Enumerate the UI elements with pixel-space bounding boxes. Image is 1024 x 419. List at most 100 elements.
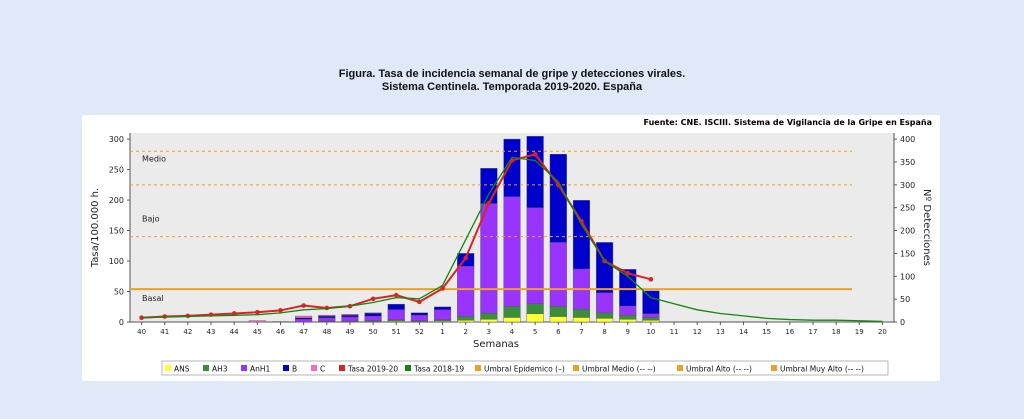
y-tick-label-left: 50: [114, 288, 124, 297]
bar-ans: [619, 319, 637, 323]
x-tick-label: 42: [183, 328, 192, 336]
legend-label: AH3: [212, 365, 228, 374]
x-axis-label: Semanas: [473, 339, 519, 350]
bar-anh1: [434, 309, 452, 320]
y-tick-label-left: 300: [109, 135, 124, 144]
y-tick-label-right: 50: [900, 295, 910, 304]
y-tick-label-right: 100: [900, 272, 915, 281]
bar-b: [341, 314, 359, 318]
bar-ah3: [480, 313, 498, 320]
x-tick-label: 16: [785, 328, 794, 336]
bar-b: [295, 317, 313, 320]
y-tick-label-right: 350: [900, 158, 915, 167]
x-tick-label: 47: [299, 328, 308, 336]
bar-anh1: [596, 292, 614, 314]
legend-label: Tasa 2018-19: [413, 365, 464, 374]
x-tick-label: 45: [253, 328, 262, 336]
legend-swatch: [771, 365, 777, 371]
y-tick-label-right: 300: [900, 181, 915, 190]
bar-b: [410, 312, 428, 316]
bar-anh1: [410, 314, 428, 321]
bar-anh1: [642, 313, 660, 318]
x-tick-label: 49: [345, 328, 354, 336]
legend-label: ANS: [174, 365, 190, 374]
y-tick-label-right: 200: [900, 227, 915, 236]
x-tick-label: 17: [809, 328, 818, 336]
x-tick-label: 44: [230, 328, 239, 336]
line-point-tasa-2019-20: [463, 255, 468, 261]
bar-anh1: [364, 315, 382, 321]
chart-svg: Fuente: CNE. ISCIII. Sistema de Vigilanc…: [90, 118, 932, 376]
legend-swatch: [475, 365, 481, 371]
x-tick-label: 2: [463, 328, 467, 336]
legend-swatch: [405, 365, 411, 371]
bar-b: [642, 290, 660, 314]
x-tick-label: 9: [626, 328, 630, 336]
x-tick-label: 43: [207, 328, 216, 336]
bar-b: [387, 303, 405, 310]
chart-panel: Fuente: CNE. ISCIII. Sistema de Vigilanc…: [82, 115, 940, 381]
legend-label: AnH1: [250, 365, 271, 374]
source-note: Fuente: CNE. ISCIII. Sistema de Vigilanc…: [644, 118, 932, 127]
y-axis-label-left: Tasa/100.000 h.: [90, 188, 101, 268]
line-point-tasa-2019-20: [648, 277, 654, 282]
x-tick-label: 6: [556, 328, 561, 336]
y-tick-label-left: 250: [109, 166, 124, 175]
x-tick-label: 7: [579, 328, 583, 336]
legend-swatch: [573, 365, 579, 371]
x-tick-label: 41: [160, 328, 169, 336]
legend-swatch: [311, 365, 317, 371]
bar-ans: [480, 319, 498, 323]
legend-label: Umbral Muy Alto (-- --): [780, 365, 864, 374]
bar-ah3: [387, 319, 405, 322]
x-tick-label: 40: [137, 328, 146, 336]
legend-label: Umbral Medio (-- --): [582, 365, 656, 374]
bar-ans: [526, 313, 544, 323]
bar-c: [318, 314, 336, 317]
x-tick-label: 4: [510, 328, 515, 336]
line-point-tasa-2019-20: [393, 292, 399, 298]
bar-ah3: [619, 314, 637, 320]
x-tick-label: 11: [670, 328, 679, 336]
legend-label: C: [320, 365, 325, 374]
threshold-region-label: Basal: [142, 294, 164, 303]
legend-box: [161, 360, 889, 376]
line-point-tasa-2019-20: [278, 308, 283, 313]
x-tick-label: 19: [855, 328, 864, 336]
legend: ANS AH3 AnH1 B C Tasa 2019-20 Tasa 2018-19 Umbr…: [161, 360, 889, 376]
bar-ah3: [457, 316, 475, 321]
bar-b: [619, 269, 637, 307]
bar-ah3: [503, 306, 521, 318]
x-tick-label: 12: [693, 328, 702, 336]
x-tick-label: 52: [415, 328, 424, 336]
y-tick-label-right: 400: [900, 135, 915, 144]
bar-ans: [549, 316, 567, 323]
line-point-tasa-2019-20: [486, 200, 492, 206]
threshold-region-label: Medio: [142, 155, 166, 164]
y-tick-label-left: 100: [109, 257, 124, 266]
x-tick-label: 51: [392, 328, 401, 336]
x-tick-label: 5: [533, 328, 537, 336]
bar-ah3: [434, 319, 452, 322]
y-tick-label-right: 150: [900, 249, 915, 258]
bar-b: [549, 153, 567, 243]
bar-ah3: [549, 306, 567, 317]
bar-anh1: [318, 317, 336, 322]
x-tick-label: 46: [276, 328, 285, 336]
legend-label: Umbral Epidemico (–): [484, 365, 565, 374]
bar-anh1: [480, 203, 498, 314]
x-tick-label: 3: [487, 328, 491, 336]
y-tick-label-left: 150: [109, 227, 124, 236]
x-tick-label: 20: [878, 328, 887, 336]
bar-c: [248, 320, 266, 323]
legend-label: Umbral Alto (-- --): [686, 365, 752, 374]
bar-ans: [596, 318, 614, 323]
x-tick-label: 10: [646, 328, 655, 336]
y-tick-label-right: 250: [900, 204, 915, 213]
chart-title-line2: Sistema Centinela. Temporada 2019-2020. …: [381, 81, 643, 93]
bar-ah3: [642, 317, 660, 321]
legend-swatch: [203, 365, 209, 371]
line-point-tasa-2019-20: [255, 309, 260, 315]
bar-b: [526, 136, 544, 208]
